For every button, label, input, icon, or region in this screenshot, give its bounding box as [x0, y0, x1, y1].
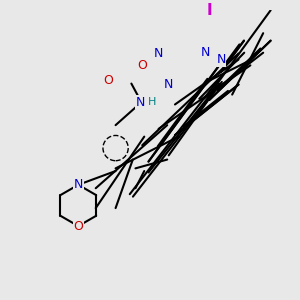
Text: H: H: [148, 97, 157, 107]
Text: N: N: [135, 96, 145, 109]
Text: O: O: [137, 59, 147, 72]
Text: N: N: [216, 53, 226, 66]
Text: N: N: [74, 178, 83, 191]
Text: O: O: [103, 74, 113, 87]
Text: O: O: [74, 220, 83, 232]
Text: N: N: [154, 47, 163, 60]
Text: N: N: [164, 78, 173, 91]
Text: N: N: [200, 46, 210, 59]
Text: I: I: [206, 3, 212, 18]
